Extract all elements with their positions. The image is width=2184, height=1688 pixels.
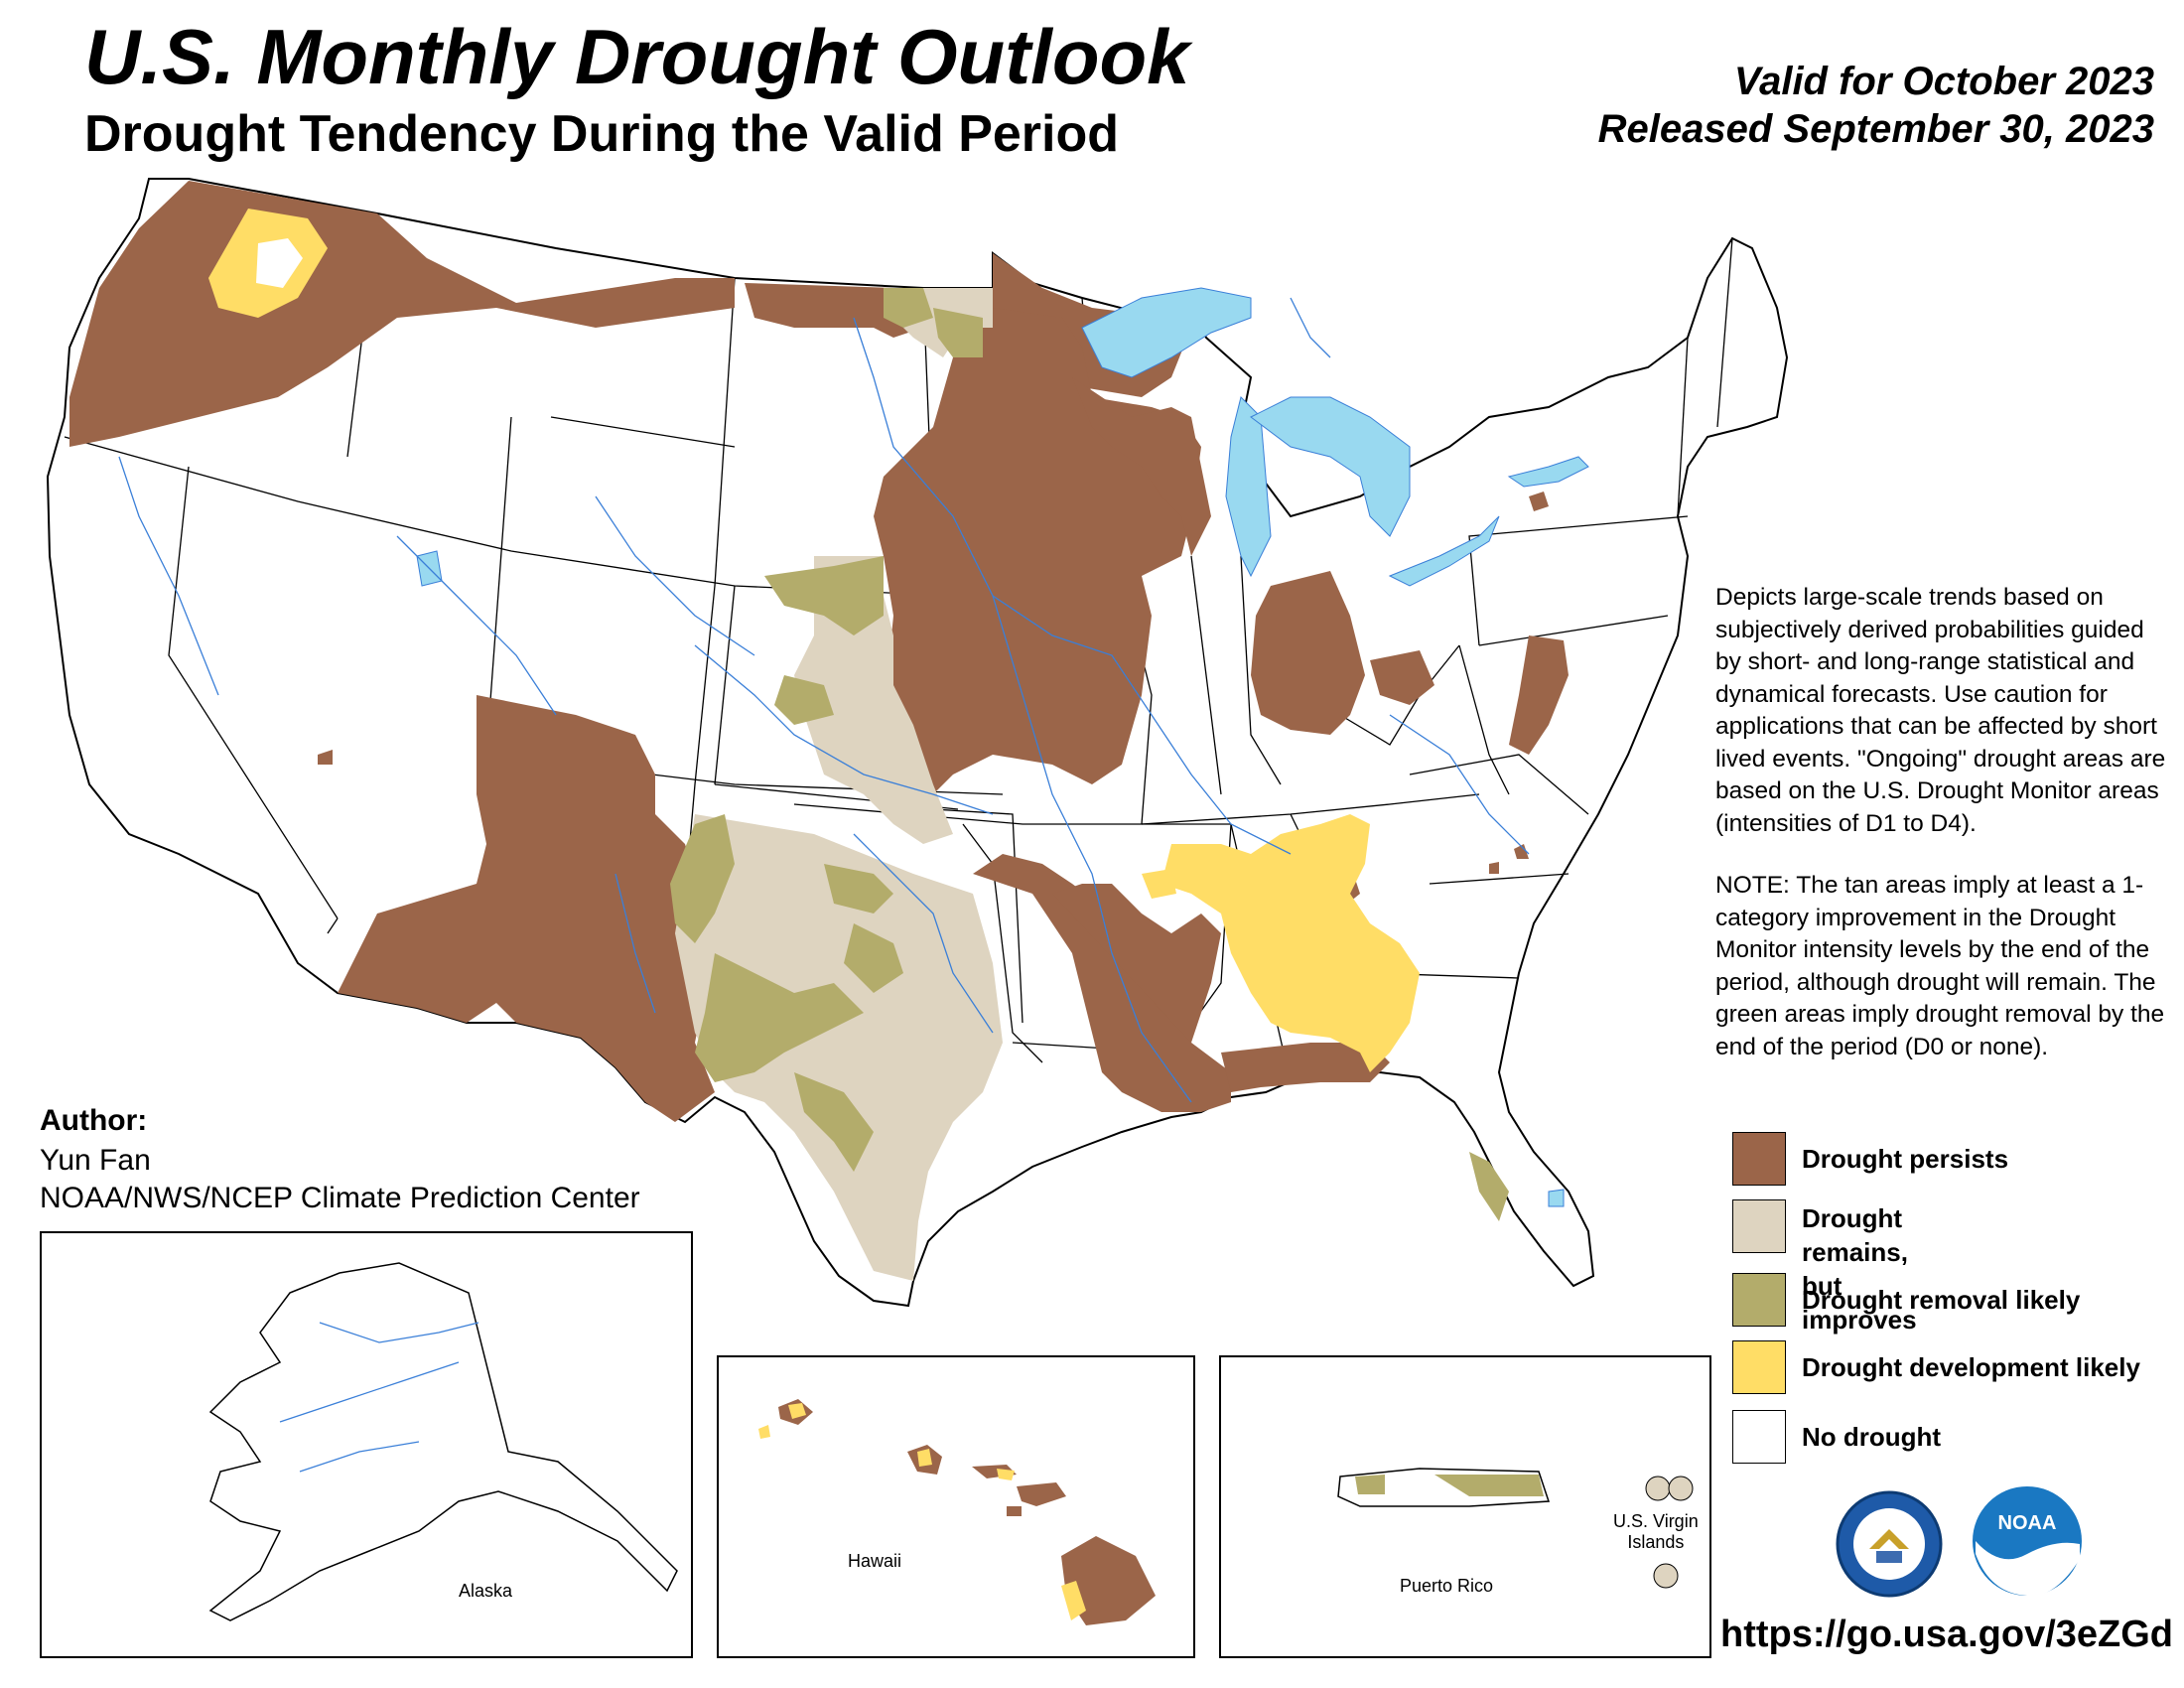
department-of-commerce-seal xyxy=(1836,1490,1943,1598)
legend-label: Drought persists xyxy=(1802,1144,2009,1174)
release-date: Released September 30, 2023 xyxy=(1597,107,2154,151)
alaska-inset: Alaska xyxy=(40,1231,693,1658)
author-name: Yun Fan xyxy=(40,1144,151,1177)
puerto-rico-label: Puerto Rico xyxy=(1400,1576,1494,1596)
legend-label: Drought removal likely xyxy=(1802,1285,2081,1315)
description-paragraph: Depicts large-scale trends based on subj… xyxy=(1715,584,2166,837)
author-org: NOAA/NWS/NCEP Climate Prediction Center xyxy=(40,1182,640,1214)
hawaii-label: Hawaii xyxy=(848,1551,902,1571)
description: Depicts large-scale trends based on subj… xyxy=(1715,582,2172,1093)
hawaii-map xyxy=(758,1399,1156,1625)
description-note: NOTE: The tan areas imply at least a 1-c… xyxy=(1715,872,2165,1060)
hawaii-inset: Hawaii xyxy=(717,1355,1195,1658)
rivers xyxy=(118,297,1530,1103)
alaska-label: Alaska xyxy=(459,1581,513,1601)
source-url[interactable]: https://go.usa.gov/3eZGd xyxy=(1720,1614,2174,1655)
legend-label: Drought development likely xyxy=(1802,1352,2140,1382)
noaa-logo-text: NOAA xyxy=(1998,1512,2057,1534)
lake-okeechobee xyxy=(1548,1189,1565,1207)
puerto-rico-map xyxy=(1337,1468,1694,1589)
swatch-improves xyxy=(1732,1199,1786,1253)
author-label: Author: xyxy=(40,1104,148,1137)
swatch-persists xyxy=(1732,1132,1786,1186)
drought-removal-areas xyxy=(670,288,1509,1221)
swatch-none xyxy=(1732,1410,1786,1464)
legend-label: Drought remains, but improves xyxy=(1802,1203,1917,1335)
map-subtitle: Drought Tendency During the Valid Period xyxy=(84,105,1120,163)
swatch-development xyxy=(1732,1340,1786,1394)
puerto-rico-inset: Puerto Rico U.S. Virgin Islands xyxy=(1219,1355,1711,1658)
drought-persists-areas xyxy=(69,181,1569,1122)
alaska-map xyxy=(208,1262,678,1621)
map-title: U.S. Monthly Drought Outlook xyxy=(84,13,1190,100)
usvi-label: U.S. Virgin Islands xyxy=(1613,1511,1699,1552)
noaa-logo: NOAA xyxy=(1973,1486,2082,1597)
great-lakes xyxy=(1081,287,1589,587)
legend-label: No drought xyxy=(1802,1422,1942,1452)
valid-period: Valid for October 2023 xyxy=(1733,60,2154,103)
swatch-removal xyxy=(1732,1273,1786,1327)
